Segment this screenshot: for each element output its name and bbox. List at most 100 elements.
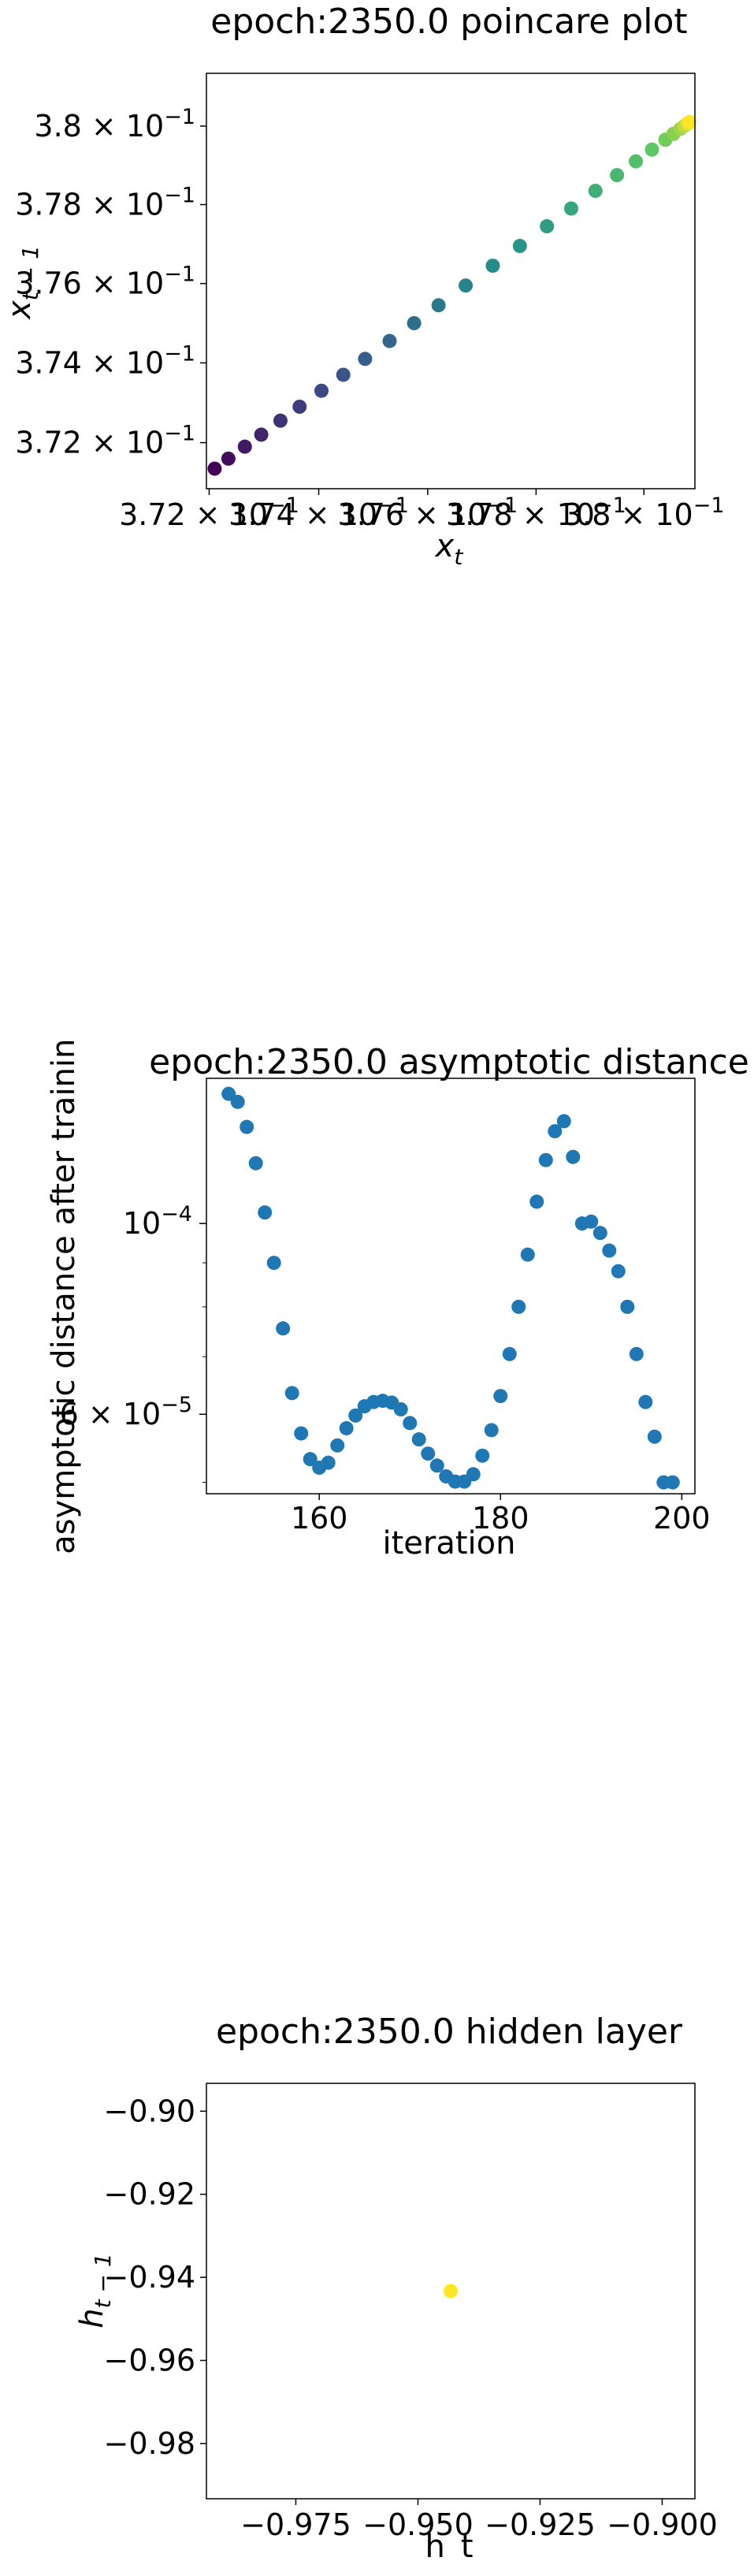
poincare-data-point	[336, 367, 351, 382]
poincare-plot-frame	[206, 73, 696, 490]
asymptotic-data-point	[556, 1114, 571, 1129]
hidden-layer-chart: epoch:2350.0 hidden layer −0.975 −0.950 −0…	[74, 2012, 718, 2562]
poincare-data-point	[610, 168, 625, 183]
hidden-x-tick-label: −0.900	[607, 2507, 718, 2542]
asymptotic-data-point	[493, 1389, 508, 1404]
poincare-x-tick-label: 3.8 × 10−1	[563, 493, 725, 532]
poincare-y-tick-label: 3.78 × 10−1	[15, 184, 195, 222]
poincare-data-point	[540, 219, 555, 234]
hidden-x-axis-label: h_t	[425, 2529, 473, 2562]
asymptotic-data-point	[466, 1467, 481, 1482]
asymptotic-distance-frame	[206, 1078, 696, 1495]
poincare-data-point	[207, 461, 222, 476]
poincare-plot-title: epoch:2350.0 poincare plot	[210, 2, 687, 42]
asymptotic-data-point	[421, 1446, 436, 1461]
poincare-y-tick-label: 3.8 × 10−1	[34, 105, 195, 143]
asymptotic-data-point	[620, 1299, 635, 1314]
asymptotic-data-point	[475, 1448, 490, 1463]
asymptotic-data-point	[248, 1156, 263, 1171]
hidden-y-tick-label: −0.90	[104, 2094, 195, 2128]
poincare-data-point	[407, 315, 422, 330]
asymptotic-x-tick-label: 200	[653, 1501, 711, 1536]
asymptotic-y-axis-label: asymptotic distance after training	[46, 1040, 82, 1554]
poincare-data-point	[292, 399, 307, 414]
poincare-data-point	[644, 142, 659, 157]
poincare-data-point	[512, 239, 527, 254]
poincare-y-tick-label: 3.76 × 10−1	[15, 262, 195, 301]
poincare-data-point	[382, 333, 397, 348]
asymptotic-data-point	[520, 1247, 535, 1262]
poincare-data-point	[221, 451, 236, 466]
asymptotic-data-point	[538, 1152, 553, 1167]
poincare-data-point	[588, 184, 603, 199]
asymptotic-data-point	[548, 1124, 563, 1139]
asymptotic-data-point	[240, 1119, 254, 1134]
asymptotic-x-tick-label: 160	[291, 1501, 348, 1536]
asymptotic-data-point	[284, 1386, 299, 1401]
hidden-layer-title: epoch:2350.0 hidden layer	[216, 2012, 683, 2052]
poincare-data-point	[563, 201, 578, 216]
asymptotic-data-point	[566, 1149, 581, 1164]
asymptotic-data-point	[321, 1455, 336, 1470]
asymptotic-x-axis-label: iteration	[383, 1525, 516, 1562]
asymptotic-data-point	[429, 1458, 444, 1473]
asymptotic-data-point	[484, 1423, 499, 1438]
poincare-data-point	[273, 413, 288, 428]
poincare-data-point	[629, 154, 644, 169]
asymptotic-data-point	[303, 1452, 318, 1467]
poincare-x-tick-label: 3.72 × 10−1	[119, 493, 299, 532]
asymptotic-data-point	[294, 1426, 309, 1441]
asymptotic-data-point	[529, 1194, 544, 1209]
poincare-plot-chart: epoch:2350.0 poincare plot 3.72 × 10−13.…	[2, 2, 725, 570]
poincare-data-point	[254, 427, 269, 442]
poincare-data-point	[358, 352, 373, 367]
asymptotic-distance-chart: epoch:2350.0 asymptotic distance 160 180 2…	[46, 1040, 749, 1562]
asymptotic-data-point	[411, 1432, 426, 1447]
hidden-y-tick-label: −0.94	[104, 2260, 195, 2295]
asymptotic-data-point	[638, 1394, 653, 1409]
asymptotic-data-point	[502, 1346, 517, 1361]
poincare-data-point	[485, 259, 500, 274]
asymptotic-y-tick-label: 10−4	[123, 1202, 192, 1241]
poincare-data-point	[459, 278, 474, 293]
asymptotic-data-point	[339, 1420, 354, 1435]
asymptotic-data-point	[511, 1299, 526, 1314]
poincare-y-axis-label: xt − 1	[2, 245, 43, 321]
asymptotic-data-point	[665, 1475, 680, 1490]
hidden-layer-frame	[206, 2083, 696, 2500]
hidden-y-axis-label: ht − 1	[74, 2253, 116, 2328]
poincare-data-point	[314, 383, 329, 398]
asymptotic-data-point	[348, 1408, 363, 1423]
asymptotic-y-tick-label: 6 × 10−5	[60, 1393, 192, 1431]
poincare-x-axis-label: xt	[434, 528, 464, 570]
asymptotic-data-point	[629, 1346, 644, 1361]
hidden-y-tick-label: −0.98	[104, 2426, 195, 2461]
asymptotic-data-point	[584, 1214, 599, 1229]
poincare-x-tick-label: 3.78 × 10−1	[446, 493, 626, 532]
asymptotic-data-point	[592, 1226, 607, 1241]
poincare-y-tick-label: 3.72 × 10−1	[15, 422, 195, 460]
hidden-x-tick-label: −0.925	[485, 2507, 596, 2542]
asymptotic-data-point	[276, 1321, 291, 1336]
asymptotic-data-point	[221, 1086, 236, 1101]
hidden-x-tick-label: −0.950	[362, 2507, 474, 2542]
hidden-layer-data-point	[444, 2284, 458, 2299]
poincare-data-point	[237, 439, 252, 454]
hidden-x-tick-label: −0.975	[240, 2507, 351, 2542]
asymptotic-x-tick-label: 180	[472, 1501, 529, 1536]
asymptotic-data-point	[611, 1264, 626, 1279]
poincare-data-point	[682, 114, 697, 129]
asymptotic-data-point	[230, 1094, 245, 1109]
hidden-y-tick-label: −0.96	[104, 2343, 195, 2378]
poincare-data-point	[431, 298, 446, 313]
poincare-x-tick-label: 3.74 × 10−1	[228, 493, 409, 532]
asymptotic-data-point	[258, 1205, 273, 1220]
asymptotic-data-point	[602, 1243, 617, 1258]
asymptotic-data-point	[393, 1402, 408, 1416]
asymptotic-data-point	[647, 1429, 662, 1444]
asymptotic-data-point	[403, 1416, 418, 1431]
asymptotic-distance-title: epoch:2350.0 asymptotic distance	[149, 1042, 749, 1082]
asymptotic-data-point	[330, 1438, 345, 1453]
hidden-y-tick-label: −0.92	[104, 2177, 195, 2212]
poincare-x-tick-label: 3.76 × 10−1	[337, 493, 518, 532]
